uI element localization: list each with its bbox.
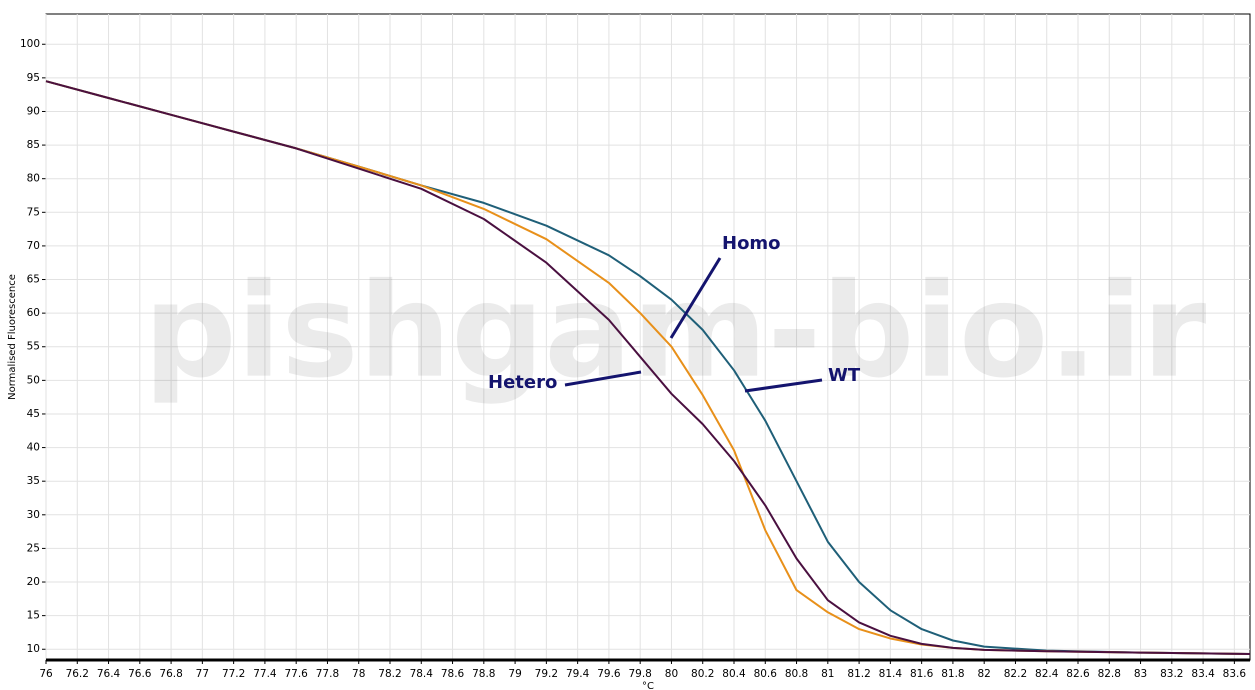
- y-tick-label: 25: [27, 542, 40, 554]
- x-tick-label: 80.2: [691, 668, 714, 680]
- plot-area: [45, 13, 1251, 661]
- x-tick-label: 79.8: [628, 668, 651, 680]
- annotation-arrow: [744, 378, 823, 393]
- lines: [45, 80, 1251, 655]
- x-tick-label: 76.2: [66, 668, 89, 680]
- y-tick-label: 80: [27, 173, 40, 185]
- x-tick-label: 80.8: [785, 668, 808, 680]
- y-tick-label: 50: [27, 374, 40, 386]
- annotation: Hetero: [488, 372, 557, 393]
- x-tick-label: 79.6: [597, 668, 621, 680]
- y-tick-label: 75: [27, 206, 40, 218]
- annotation: Homo: [722, 233, 781, 254]
- x-tick-label: 78.8: [472, 668, 495, 680]
- x-tick-label: 76: [39, 668, 53, 680]
- x-tick-label: 81.2: [847, 668, 870, 680]
- grid: 10 15 20 25 30 35 40 45 50 55 60 65 70 75 80 85 90 95 100 7…: [20, 14, 1250, 680]
- x-tick-label: 80: [665, 668, 678, 680]
- series-line: [45, 80, 1251, 655]
- annotation-arrow: [669, 257, 722, 339]
- x-tick-label: 79.4: [566, 668, 590, 680]
- x-tick-label: 83.2: [1160, 668, 1183, 680]
- x-tick-label: 81.4: [879, 668, 903, 680]
- x-tick-label: 80.4: [722, 668, 746, 680]
- y-tick-label: 45: [27, 408, 40, 420]
- y-tick-label: 100: [20, 38, 40, 50]
- x-tick-label: 78.2: [378, 668, 401, 680]
- x-tick-label: 76.6: [128, 668, 152, 680]
- x-tick-label: 77: [196, 668, 209, 680]
- x-tick-label: 82: [977, 668, 990, 680]
- x-tick-label: 82.6: [1066, 668, 1090, 680]
- x-axis-label: °C: [642, 681, 654, 690]
- x-tick-label: 78: [352, 668, 365, 680]
- y-tick-label: 30: [27, 509, 40, 521]
- x-tick-label: 80.6: [754, 668, 778, 680]
- y-axis-label: Normalised Fluorescence: [7, 274, 18, 400]
- x-tick-label: 79.2: [535, 668, 558, 680]
- x-tick-label: 76.8: [159, 668, 182, 680]
- x-tick-label: 77.6: [284, 668, 308, 680]
- y-tick-label: 95: [27, 72, 40, 84]
- y-tick-label: 70: [27, 240, 40, 252]
- x-tick-label: 83.4: [1191, 668, 1215, 680]
- y-tick-label: 90: [27, 105, 40, 117]
- x-tick-label: 78.4: [410, 668, 434, 680]
- x-tick-label: 82.4: [1035, 668, 1059, 680]
- x-tick-label: 77.4: [253, 668, 277, 680]
- x-tick-label: 82.2: [1004, 668, 1027, 680]
- y-tick-label: 20: [27, 576, 40, 588]
- x-tick-label: 82.8: [1098, 668, 1121, 680]
- x-tick-label: 79: [508, 668, 521, 680]
- x-tick-label: 81.6: [910, 668, 934, 680]
- x-tick-label: 81.8: [941, 668, 964, 680]
- x-tick-label: 83: [1134, 668, 1147, 680]
- y-tick-label: 10: [27, 643, 40, 655]
- annotation-arrow: [564, 370, 642, 387]
- y-tick-label: 55: [27, 341, 40, 353]
- y-tick-label: 85: [27, 139, 40, 151]
- annotation: WT: [828, 365, 861, 386]
- x-tick-label: 81: [821, 668, 834, 680]
- x-tick-label: 77.2: [222, 668, 245, 680]
- y-tick-label: 40: [27, 442, 40, 454]
- x-tick-label: 78.6: [441, 668, 465, 680]
- y-tick-label: 35: [27, 475, 40, 487]
- x-tick-label: 83.6: [1223, 668, 1247, 680]
- y-tick-label: 65: [27, 274, 40, 286]
- x-tick-label: 77.8: [316, 668, 339, 680]
- y-tick-label: 60: [27, 307, 40, 319]
- y-tick-label: 15: [27, 610, 40, 622]
- x-tick-label: 76.4: [97, 668, 121, 680]
